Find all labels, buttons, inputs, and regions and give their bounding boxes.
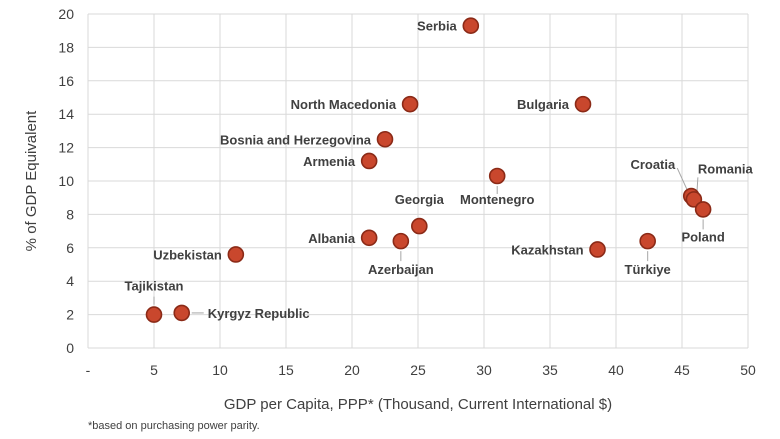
data-point: [411, 217, 428, 235]
point-label: Türkiye: [625, 262, 671, 277]
footnote: *based on purchasing power parity.: [88, 420, 260, 432]
data-point: [173, 304, 191, 322]
point-label: Bosnia and Herzegovina: [220, 132, 372, 147]
y-tick-label: 16: [58, 73, 74, 89]
x-axis-title: GDP per Capita, PPP* (Thousand, Current …: [224, 396, 612, 413]
data-point: [401, 95, 419, 113]
point-label: Kazakhstan: [511, 242, 583, 257]
point-label: Poland: [681, 229, 724, 244]
x-tick-label: 25: [410, 362, 426, 378]
point-label: Georgia: [395, 192, 445, 207]
x-tick-label: 20: [344, 362, 360, 378]
data-point: [145, 306, 163, 323]
data-point: [462, 17, 480, 34]
point-label: Tajikistan: [124, 279, 183, 294]
data-point: [639, 232, 656, 250]
y-tick-label: 14: [58, 106, 74, 122]
data-point: [488, 167, 506, 185]
x-tick-label: -: [86, 362, 91, 378]
point-label: Bulgaria: [517, 97, 570, 112]
x-tick-label: 10: [212, 362, 228, 378]
y-axis-title: % of GDP Equivalent: [23, 110, 40, 251]
point-label: Montenegro: [460, 192, 534, 207]
point-label: Albania: [308, 231, 356, 246]
y-tick-label: 18: [58, 39, 74, 55]
x-tick-label: 5: [150, 362, 158, 378]
x-tick-label: 50: [740, 362, 756, 378]
data-point: [360, 152, 378, 170]
point-label: Kyrgyz Republic: [208, 306, 310, 321]
point-label: Romania: [698, 161, 754, 176]
data-point: [376, 130, 394, 148]
y-tick-label: 12: [58, 140, 74, 156]
x-tick-label: 35: [542, 362, 558, 378]
y-tick-label: 20: [58, 6, 74, 22]
point-label: Croatia: [630, 157, 676, 172]
x-tick-label: 40: [608, 362, 624, 378]
y-tick-label: 6: [66, 240, 74, 256]
point-label: Armenia: [303, 154, 356, 169]
point-label: Serbia: [417, 19, 458, 34]
data-point: [392, 232, 410, 250]
y-tick-label: 4: [66, 273, 74, 289]
y-tick-label: 2: [66, 307, 74, 323]
data-point: [589, 241, 606, 258]
leader-line: [676, 167, 688, 191]
data-point: [694, 201, 712, 218]
x-tick-label: 45: [674, 362, 690, 378]
scatter-chart: Serbia North Macedonia Bulgaria Bosnia and …: [23, 6, 756, 413]
y-tick-label: 10: [58, 173, 74, 189]
y-tick-label: 8: [66, 206, 74, 222]
point-label: Azerbaijan: [368, 262, 434, 277]
x-tick-label: 15: [278, 362, 294, 378]
y-tick-label: 0: [66, 340, 74, 356]
x-tick-label: 30: [476, 362, 492, 378]
point-label: North Macedonia: [291, 97, 397, 112]
point-label: Uzbekistan: [153, 247, 222, 262]
data-point: [685, 191, 703, 208]
data-point: [574, 95, 592, 113]
data-point: [227, 246, 245, 263]
data-point: [360, 229, 378, 247]
